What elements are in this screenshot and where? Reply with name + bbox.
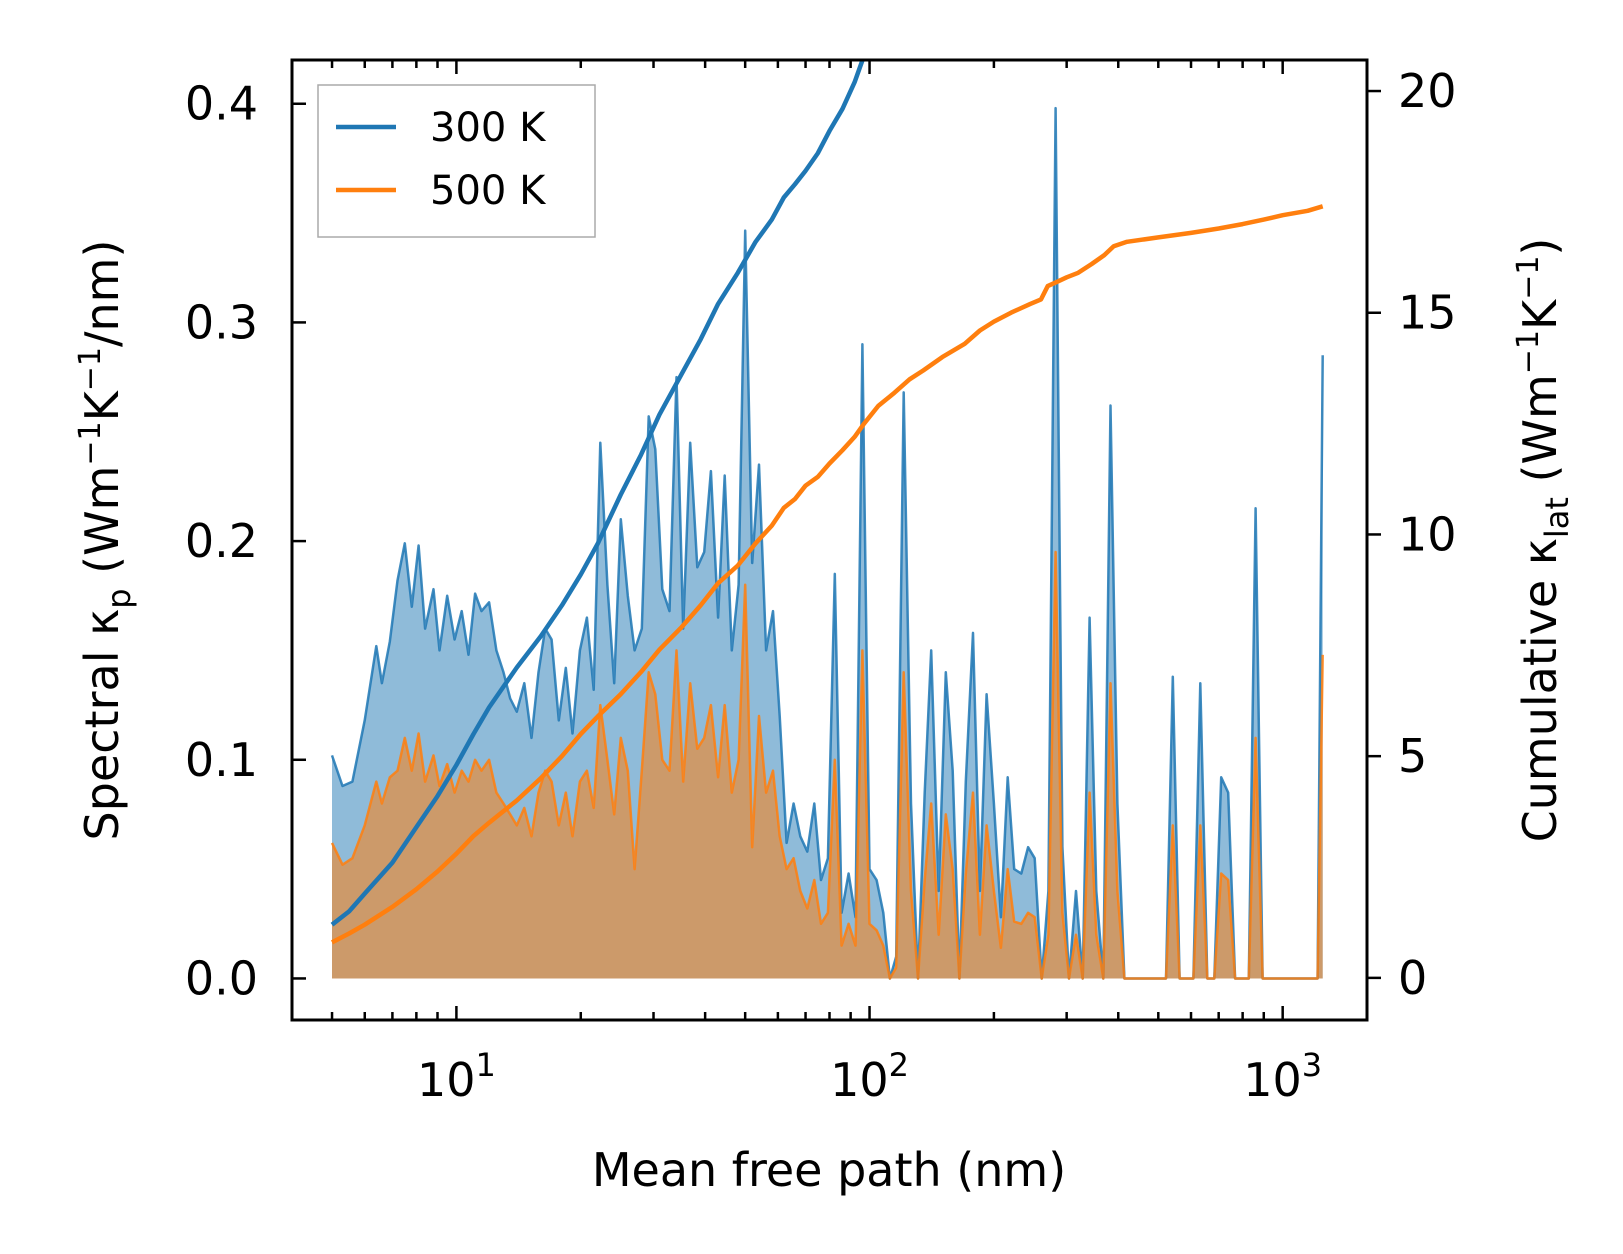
x-tick-label: 101 bbox=[417, 1046, 496, 1107]
y-left-tick-labels: 0.0 0.1 0.2 0.3 0.4 bbox=[185, 77, 258, 1006]
y-right-tick-labels: 0 5 10 15 20 bbox=[1398, 64, 1457, 1005]
x-tick-labels: 101 102 103 bbox=[417, 1046, 1322, 1107]
spectral-area-500k bbox=[332, 552, 1323, 979]
legend: 300 K 500 K bbox=[317, 84, 596, 238]
y-left-tick-label: 0.0 bbox=[185, 951, 258, 1005]
cumulative-line-300k bbox=[330, 60, 865, 927]
legend-box bbox=[317, 84, 596, 238]
y-left-tick-label: 0.3 bbox=[185, 295, 258, 349]
spectral-fill-areas bbox=[332, 108, 1323, 979]
x-axis-label: Mean free path (nm) bbox=[592, 1143, 1066, 1197]
y-right-tick-label: 15 bbox=[1398, 286, 1457, 340]
spectral-area-300k bbox=[332, 108, 1323, 979]
y-right-tick-label: 20 bbox=[1398, 64, 1457, 118]
cumulative-line-500k bbox=[330, 204, 1324, 945]
y-right-axis-label: Cumulative κlat (Wm−1K−1) bbox=[1511, 238, 1576, 843]
y-right-tick-label: 10 bbox=[1398, 507, 1457, 561]
y-left-axis-label: Spectral κp (Wm−1K−1/nm) bbox=[73, 240, 138, 841]
spectral-line-500k bbox=[330, 550, 1324, 980]
x-tick-label: 103 bbox=[1243, 1046, 1322, 1107]
y-left-tick-label: 0.2 bbox=[185, 514, 258, 568]
legend-label-500k: 500 K bbox=[430, 168, 547, 214]
y-left-tick-label: 0.1 bbox=[185, 733, 258, 787]
y-right-tick-label: 0 bbox=[1398, 951, 1427, 1005]
series-lines bbox=[330, 60, 1324, 980]
y-left-tick-label: 0.4 bbox=[185, 77, 258, 131]
legend-label-300k: 300 K bbox=[430, 105, 547, 151]
axis-ticks bbox=[290, 60, 1381, 1020]
x-tick-label: 102 bbox=[830, 1046, 909, 1107]
y-right-tick-label: 5 bbox=[1398, 729, 1427, 783]
